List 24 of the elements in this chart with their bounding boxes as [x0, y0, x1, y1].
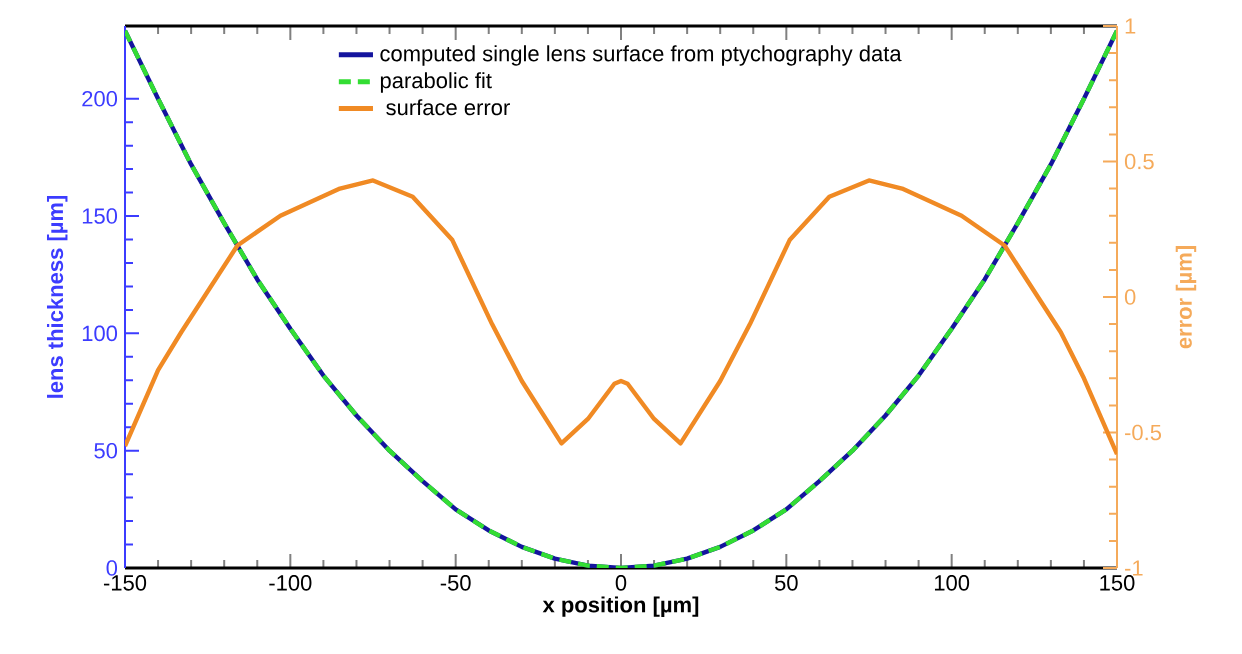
x-tick-label: -100 [269, 575, 312, 591]
y2-tick-label: 0 [1124, 289, 1136, 305]
x-tick-label: -50 [440, 575, 471, 591]
line-series [125, 178, 1118, 457]
x-tick-label: 50 [774, 575, 798, 591]
legend-label: computed single lens surface from ptychography data [380, 45, 902, 66]
y2-axis-title: error [µm] [1175, 246, 1197, 349]
y-tick-label: 150 [82, 208, 118, 224]
y-tick-label: 100 [82, 325, 118, 342]
y2-tick-label: 1 [1125, 18, 1136, 34]
x-tick-label: 0 [615, 575, 627, 591]
y-tick-label: 0 [106, 560, 118, 576]
y2-tick-label: -0.5 [1125, 424, 1162, 441]
y-axis-title: lens thickness [µm] [46, 195, 68, 398]
legend-label: surface error [386, 99, 510, 116]
x-tick-label: -150 [103, 575, 147, 591]
x-tick-label: 150 [1100, 575, 1135, 591]
x-axis-title: x position [µm] [542, 596, 699, 617]
y-tick-label: 200 [82, 90, 118, 107]
y2-tick-label: 0.5 [1124, 153, 1154, 170]
legend-label: parabolic fit [380, 72, 492, 93]
x-tick-label: 100 [934, 575, 970, 591]
y2-tick-label: -1 [1125, 560, 1143, 576]
y-tick-label: 50 [94, 442, 118, 459]
